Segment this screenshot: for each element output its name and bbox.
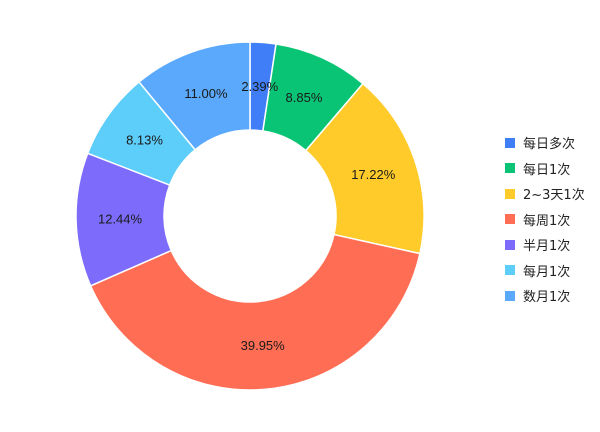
- legend-item-5[interactable]: 半月1次: [505, 232, 600, 258]
- legend-label: 数月1次: [523, 290, 571, 306]
- legend-swatch: [505, 163, 515, 174]
- legend-item-1[interactable]: 每日多次: [505, 130, 600, 156]
- legend: 每日多次每日1次 2~3天1次 每周1次半月1次每月1次数月1次: [505, 130, 600, 309]
- slice-label-6: 8.13%: [126, 133, 163, 148]
- legend-item-2[interactable]: 每日1次: [505, 156, 600, 182]
- legend-item-6[interactable]: 每月1次: [505, 258, 600, 284]
- legend-swatch: [505, 137, 515, 148]
- legend-label: 每月1次: [523, 264, 571, 280]
- slice-label-5: 12.44%: [98, 211, 143, 226]
- slice-label-4: 39.95%: [241, 338, 286, 353]
- legend-swatch: [505, 239, 515, 250]
- legend-label: 2~3天1次: [523, 188, 585, 204]
- slice-3[interactable]: [304, 82, 425, 255]
- legend-label: 半月1次: [523, 239, 571, 255]
- legend-swatch: [505, 214, 515, 225]
- slice-label-2: 8.85%: [286, 90, 323, 105]
- legend-swatch: [505, 265, 515, 276]
- legend-item-7[interactable]: 数月1次: [505, 283, 600, 309]
- slice-label-7: 11.00%: [184, 86, 228, 101]
- slice-4[interactable]: [89, 233, 421, 391]
- legend-item-3[interactable]: 2~3天1次: [505, 181, 600, 207]
- legend-item-4[interactable]: 每周1次: [505, 207, 600, 233]
- legend-swatch: [505, 188, 515, 199]
- slice-label-3: 17.22%: [351, 167, 396, 182]
- slice-7[interactable]: [138, 41, 251, 151]
- slice-label-1: 2.39%: [241, 79, 278, 94]
- legend-label: 每周1次: [523, 213, 571, 229]
- legend-label: 每日多次: [523, 137, 576, 153]
- legend-swatch: [505, 290, 515, 301]
- legend-label: 每日1次: [523, 162, 571, 178]
